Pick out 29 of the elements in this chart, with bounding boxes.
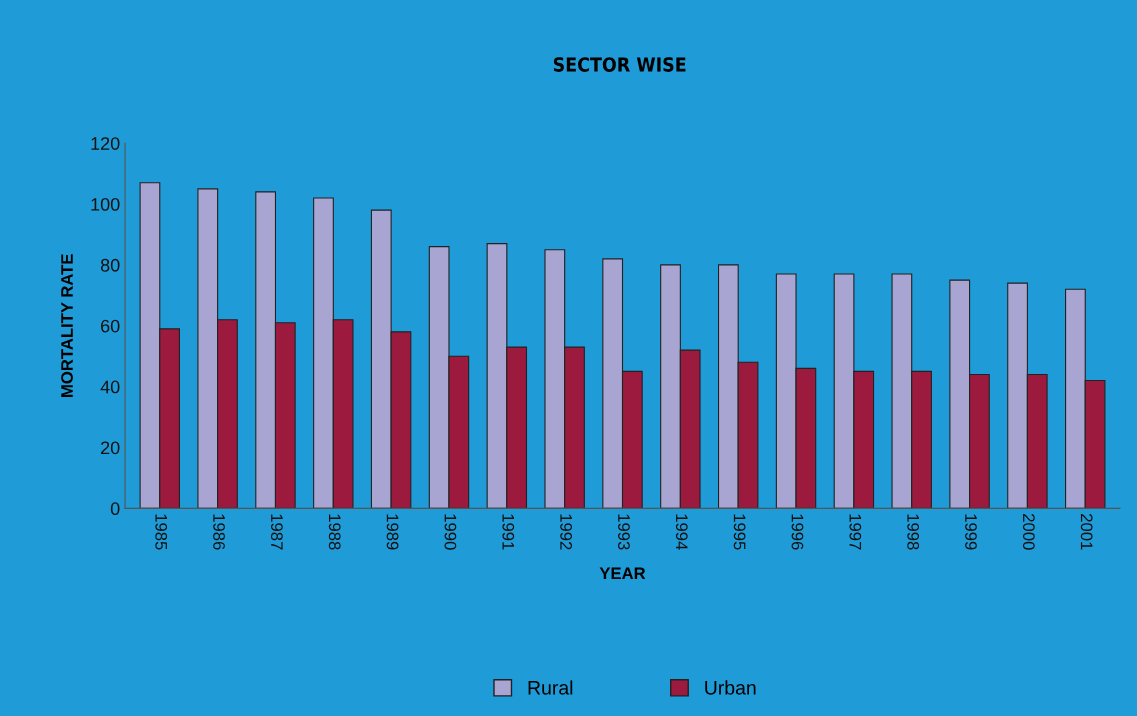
x-tick-label: 2000 — [1022, 514, 1035, 550]
y-axis-title: MORTALITY RATE — [61, 254, 73, 397]
x-tick-label: 1989 — [386, 514, 399, 550]
x-tick-label: 1987 — [270, 514, 283, 550]
x-tick-label: 1985 — [155, 514, 168, 550]
x-tick-label: 1998 — [907, 514, 920, 550]
legend-label: Rural — [528, 680, 573, 695]
y-tick-label: 80 — [100, 258, 120, 272]
x-tick-label: 1988 — [328, 514, 341, 550]
x-axis-title: YEAR — [599, 567, 646, 580]
y-tick-label: 20 — [101, 441, 120, 455]
x-tick-label: 1992 — [560, 514, 572, 550]
x-tick-label: 1997 — [849, 514, 862, 550]
y-tick-label: 60 — [101, 319, 120, 333]
x-tick-label: 1999 — [965, 514, 977, 550]
y-tick-label: 40 — [100, 380, 120, 394]
x-tick-label: 1994 — [675, 514, 688, 550]
y-tick-label: 120 — [91, 137, 120, 150]
x-tick-label: 1991 — [502, 514, 515, 550]
x-tick-label: 1986 — [213, 514, 225, 550]
y-tick-label: 0 — [110, 502, 120, 516]
x-tick-label: 1990 — [444, 514, 457, 550]
x-tick-label: 1996 — [791, 514, 804, 550]
y-tick-label: 100 — [91, 197, 120, 211]
x-tick-label: 2001 — [1080, 514, 1093, 550]
legend-label: Urban — [705, 680, 756, 695]
x-tick-label: 1993 — [618, 514, 630, 550]
x-tick-label: 1995 — [733, 514, 746, 550]
chart-title: SECTOR WISE — [553, 57, 686, 72]
